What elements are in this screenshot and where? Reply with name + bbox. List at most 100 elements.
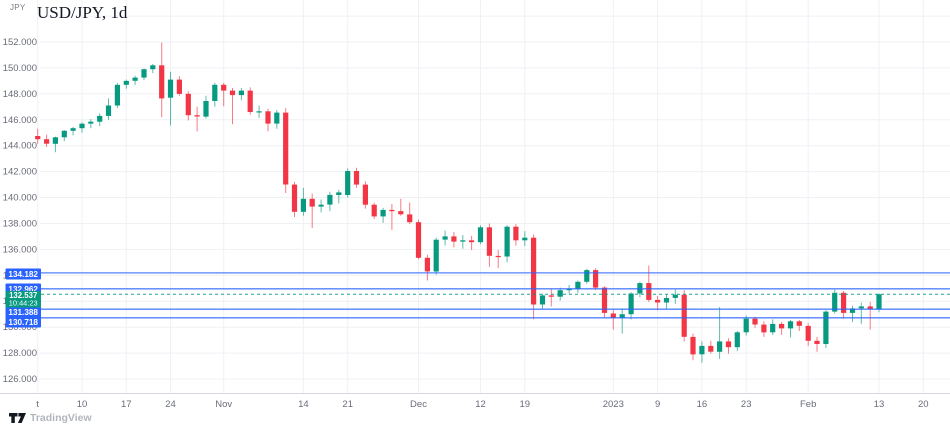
candle	[681, 290, 687, 342]
candle	[105, 98, 112, 120]
candle	[761, 321, 767, 337]
price-tick-label: 152.000	[3, 37, 37, 48]
price-line-label[interactable]: 134.182	[5, 268, 42, 280]
candle-body	[655, 299, 661, 303]
current-price-value: 132.537	[9, 291, 37, 300]
candle	[309, 193, 315, 228]
candle-body	[867, 306, 873, 309]
candle	[353, 167, 360, 188]
candle-body	[469, 240, 475, 243]
time-tick-label: 13	[874, 399, 885, 410]
candle-body	[442, 236, 448, 240]
candle-body	[44, 139, 50, 144]
candle	[274, 110, 280, 129]
time-tick-label: 14	[298, 399, 309, 410]
candle-body	[327, 194, 333, 205]
pane-currency-label: JPY	[10, 3, 26, 12]
candle-body	[477, 227, 484, 243]
candle	[601, 286, 608, 318]
bar-close-countdown: 10:44:23	[9, 299, 38, 308]
candle-body	[167, 79, 174, 98]
price-tick-label: 146.000	[3, 115, 37, 126]
time-tick-label: 20	[918, 399, 929, 410]
candle-body	[105, 105, 112, 116]
candle	[867, 301, 873, 330]
candle	[832, 289, 838, 314]
candle-body	[814, 340, 820, 344]
candle-body	[380, 209, 386, 217]
price-scale[interactable]: 152.000 150.000 148.000 146.000 144.000 142.0…	[3, 37, 37, 385]
candles-layer	[35, 42, 882, 363]
time-tick-label: 12	[475, 399, 486, 410]
candle	[787, 320, 794, 338]
candle-body	[221, 84, 227, 91]
symbol-title[interactable]: USD/JPY, 1d	[37, 3, 128, 22]
candle-body	[212, 84, 218, 101]
candle	[336, 189, 342, 204]
candle	[539, 293, 546, 309]
candle	[300, 187, 306, 216]
candle	[770, 319, 776, 335]
candle-body	[247, 90, 253, 112]
candle	[734, 331, 740, 352]
candle	[717, 307, 723, 359]
candle-body	[61, 130, 67, 138]
candle	[814, 336, 820, 352]
candle	[469, 235, 475, 250]
price-tick-label: 140.000	[3, 193, 37, 204]
candle-body	[97, 115, 103, 122]
candle-body	[593, 270, 599, 288]
price-line-label[interactable]: 130.718	[5, 316, 42, 328]
price-tick-label: 138.000	[3, 219, 37, 230]
candle-body	[495, 255, 501, 258]
candle-body	[531, 237, 537, 305]
time-tick-label: 19	[520, 399, 531, 410]
candle-body	[398, 211, 404, 215]
time-tick-label: 9	[655, 399, 660, 410]
tradingview-attribution[interactable]: TradingView	[9, 412, 92, 424]
candle	[858, 302, 864, 324]
candle-body	[504, 226, 510, 257]
candle-body	[114, 84, 120, 106]
candle-body	[300, 198, 306, 212]
candle	[849, 305, 856, 322]
time-tick-label: Feb	[800, 399, 816, 410]
candle-body	[274, 112, 280, 124]
candle	[584, 268, 590, 284]
candle-body	[796, 321, 802, 326]
candle-body	[761, 324, 767, 333]
candle-body	[708, 345, 714, 352]
price-tick-label: 130.000	[3, 322, 37, 333]
candle-body	[291, 184, 298, 212]
time-tick-label: Dec	[410, 399, 427, 410]
candle-body	[584, 270, 590, 282]
time-scale[interactable]: t 10 17 24 Nov 14 21 Dec 12 19 2023 9 16 23 Feb 13 20	[36, 399, 928, 410]
candle	[88, 119, 94, 129]
candle-body	[353, 171, 360, 185]
candle-body	[52, 137, 58, 144]
candle-body	[433, 239, 439, 272]
candle-body	[548, 295, 554, 297]
candle-body	[752, 318, 758, 325]
price-line-label[interactable]: 131.388	[5, 306, 42, 318]
candle-body	[451, 236, 457, 242]
price-lines-layer	[41, 272, 950, 319]
candle	[247, 87, 253, 115]
candle	[345, 168, 351, 198]
candle	[256, 105, 262, 118]
candle	[35, 128, 41, 144]
candle	[752, 316, 758, 328]
candle	[460, 235, 466, 249]
candle	[123, 79, 129, 89]
candle-body	[779, 323, 785, 329]
candle	[477, 225, 484, 245]
candle-body	[79, 123, 85, 129]
candle	[327, 191, 333, 212]
candle-body	[628, 293, 634, 315]
candle	[557, 287, 563, 301]
candle-body	[734, 332, 740, 348]
candle-body	[318, 204, 324, 207]
